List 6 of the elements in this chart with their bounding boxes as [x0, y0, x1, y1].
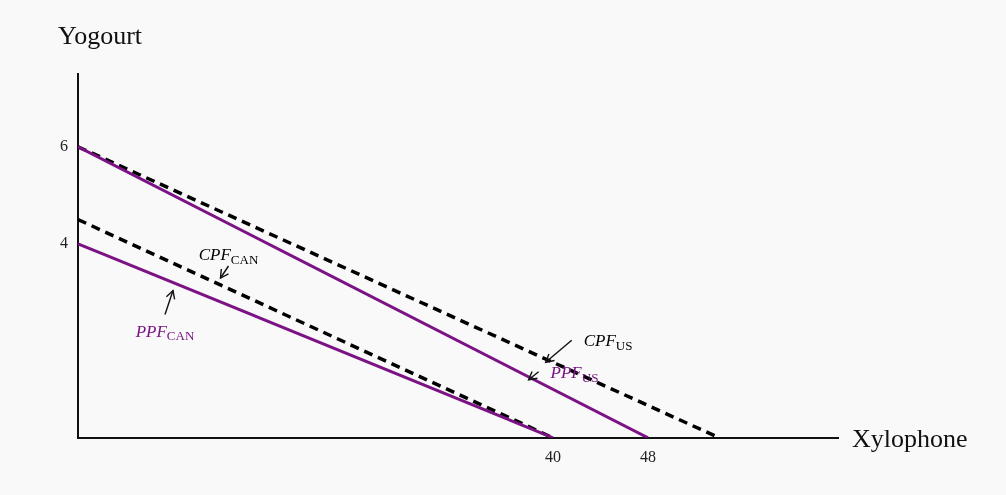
y-axis-title: Yogourt — [58, 21, 143, 50]
x-tick-label: 48 — [640, 447, 656, 465]
x-tick-label: 40 — [545, 447, 561, 465]
y-tick-label: 6 — [60, 136, 68, 154]
x-axis-title: Xylophone — [852, 423, 968, 453]
y-tick-label: 4 — [60, 233, 68, 251]
